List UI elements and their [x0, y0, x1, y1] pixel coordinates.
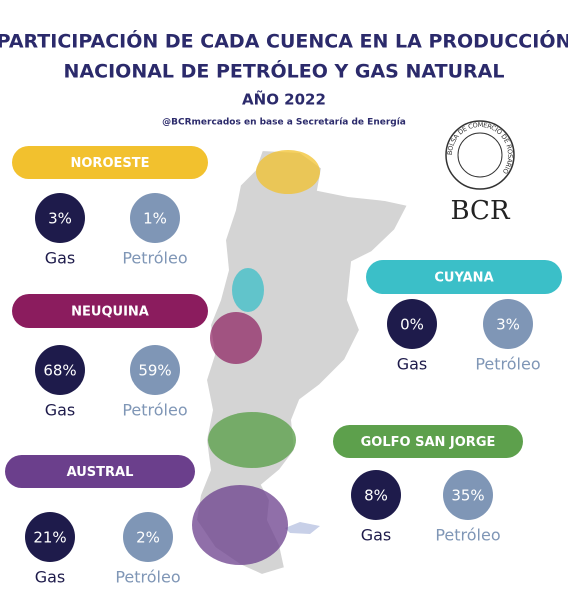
oil-label: Petróleo — [115, 568, 180, 587]
basin-pill — [366, 260, 562, 294]
oil-label: Petróleo — [122, 249, 187, 268]
oil-value: 59% — [138, 362, 171, 380]
basin-name: NOROESTE — [71, 156, 150, 171]
basin-name: AUSTRAL — [67, 465, 134, 480]
gas-circle — [35, 193, 85, 243]
gas-circle — [351, 470, 401, 520]
basins: NOROESTE 3% Gas 1% Petróleo NEUQUINA 68% Gas 59%… — [5, 146, 562, 587]
oil-value: 2% — [136, 529, 160, 547]
oil-circle — [483, 299, 533, 349]
gas-label: Gas — [361, 526, 392, 545]
basin-area — [256, 150, 320, 194]
logo-ring — [457, 132, 503, 178]
gas-value: 0% — [400, 316, 424, 334]
oil-value: 35% — [451, 487, 484, 505]
logo-ring — [445, 120, 515, 190]
basin-pill — [12, 294, 208, 328]
oil-circle — [130, 345, 180, 395]
basin-pill — [5, 455, 195, 488]
gas-circle — [35, 345, 85, 395]
basin-name: CUYANA — [434, 271, 493, 286]
source: @BCRmercados en base a Secretaría de Ene… — [162, 118, 406, 128]
oil-circle — [130, 193, 180, 243]
basin-area — [210, 312, 262, 364]
oil-circle — [123, 512, 173, 562]
gas-value: 21% — [33, 529, 66, 547]
map — [192, 148, 410, 577]
basin-area — [232, 268, 264, 312]
title-line: NACIONAL DE PETRÓLEO Y GAS NATURAL — [64, 59, 505, 83]
oil-label: Petróleo — [435, 526, 500, 545]
gas-label: Gas — [35, 568, 66, 587]
oil-value: 3% — [496, 316, 520, 334]
gas-label: Gas — [397, 355, 428, 374]
oil-label: Petróleo — [475, 355, 540, 374]
oil-circle — [443, 470, 493, 520]
oil-value: 1% — [143, 210, 167, 228]
basin-name: NEUQUINA — [71, 305, 149, 320]
oil-label: Petróleo — [122, 401, 187, 420]
gas-label: Gas — [45, 249, 76, 268]
basin-pill — [12, 146, 208, 179]
gas-circle — [25, 512, 75, 562]
basin-pill — [333, 425, 523, 458]
basin-area — [208, 412, 296, 468]
basin-area — [192, 485, 288, 565]
gas-value: 8% — [364, 487, 388, 505]
islands — [285, 522, 320, 534]
gas-label: Gas — [45, 401, 76, 420]
basin-name: GOLFO SAN JORGE — [361, 435, 496, 450]
logo-name: BCR — [450, 196, 510, 226]
gas-value: 68% — [43, 362, 76, 380]
gas-circle — [387, 299, 437, 349]
year: AÑO 2022 — [242, 90, 326, 109]
gas-value: 3% — [48, 210, 72, 228]
title-line: PARTICIPACIÓN DE CADA CUENCA EN LA PRODU… — [0, 29, 568, 53]
